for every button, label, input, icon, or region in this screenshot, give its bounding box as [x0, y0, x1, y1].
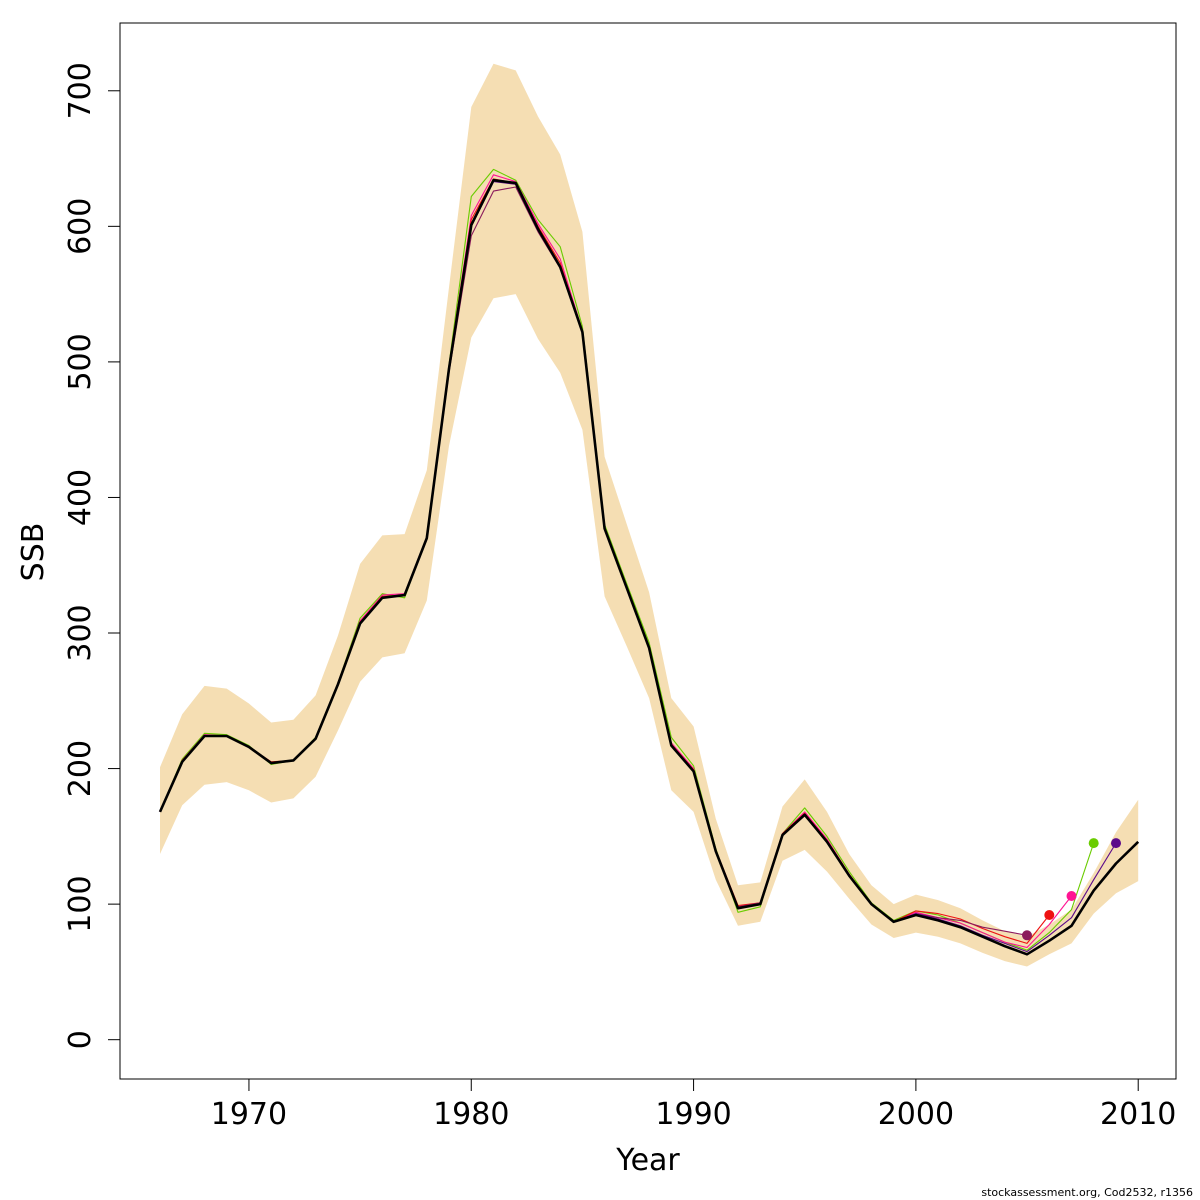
endpoint-marker-3 [1066, 891, 1077, 901]
x-tick-label: 1980 [433, 1097, 509, 1132]
y-tick-label: 300 [63, 604, 98, 661]
endpoint-marker-2 [1044, 910, 1055, 920]
y-axis: 0 100 200 300 400 500 600 700 [63, 62, 120, 1049]
y-tick-label: 400 [63, 469, 98, 526]
endpoint-marker-5 [1111, 838, 1121, 849]
endpoint-marker-1 [1022, 930, 1032, 941]
x-tick-label: 2000 [878, 1097, 954, 1132]
retro-line-4 [159, 186, 1028, 936]
y-tick-label: 100 [63, 875, 98, 932]
y-tick-label: 600 [63, 198, 98, 255]
confidence-band [160, 63, 1139, 967]
y-tick-label: 700 [63, 62, 98, 119]
endpoint-marker-4 [1088, 838, 1099, 849]
y-tick-label: 200 [63, 740, 98, 797]
plot-frame [119, 22, 1177, 1080]
x-tick-label: 2010 [1100, 1097, 1176, 1132]
endpoint-markers-layer [1022, 838, 1121, 941]
x-tick-label: 1990 [655, 1097, 731, 1132]
x-axis-title: Year [615, 1143, 680, 1178]
ssb-main-line [158, 178, 1140, 956]
x-tick-label: 1970 [211, 1097, 287, 1132]
series-layer [158, 168, 1140, 956]
x-axis: 1970 1980 1990 2000 2010 [211, 1079, 1176, 1132]
confidence-band-layer [160, 63, 1139, 967]
y-tick-label: 500 [63, 333, 98, 390]
y-tick-label: 0 [63, 1030, 98, 1049]
credit-text: stockassessment.org, Cod2532, r1356 [981, 1186, 1193, 1199]
y-axis-title: SSB [16, 523, 51, 582]
